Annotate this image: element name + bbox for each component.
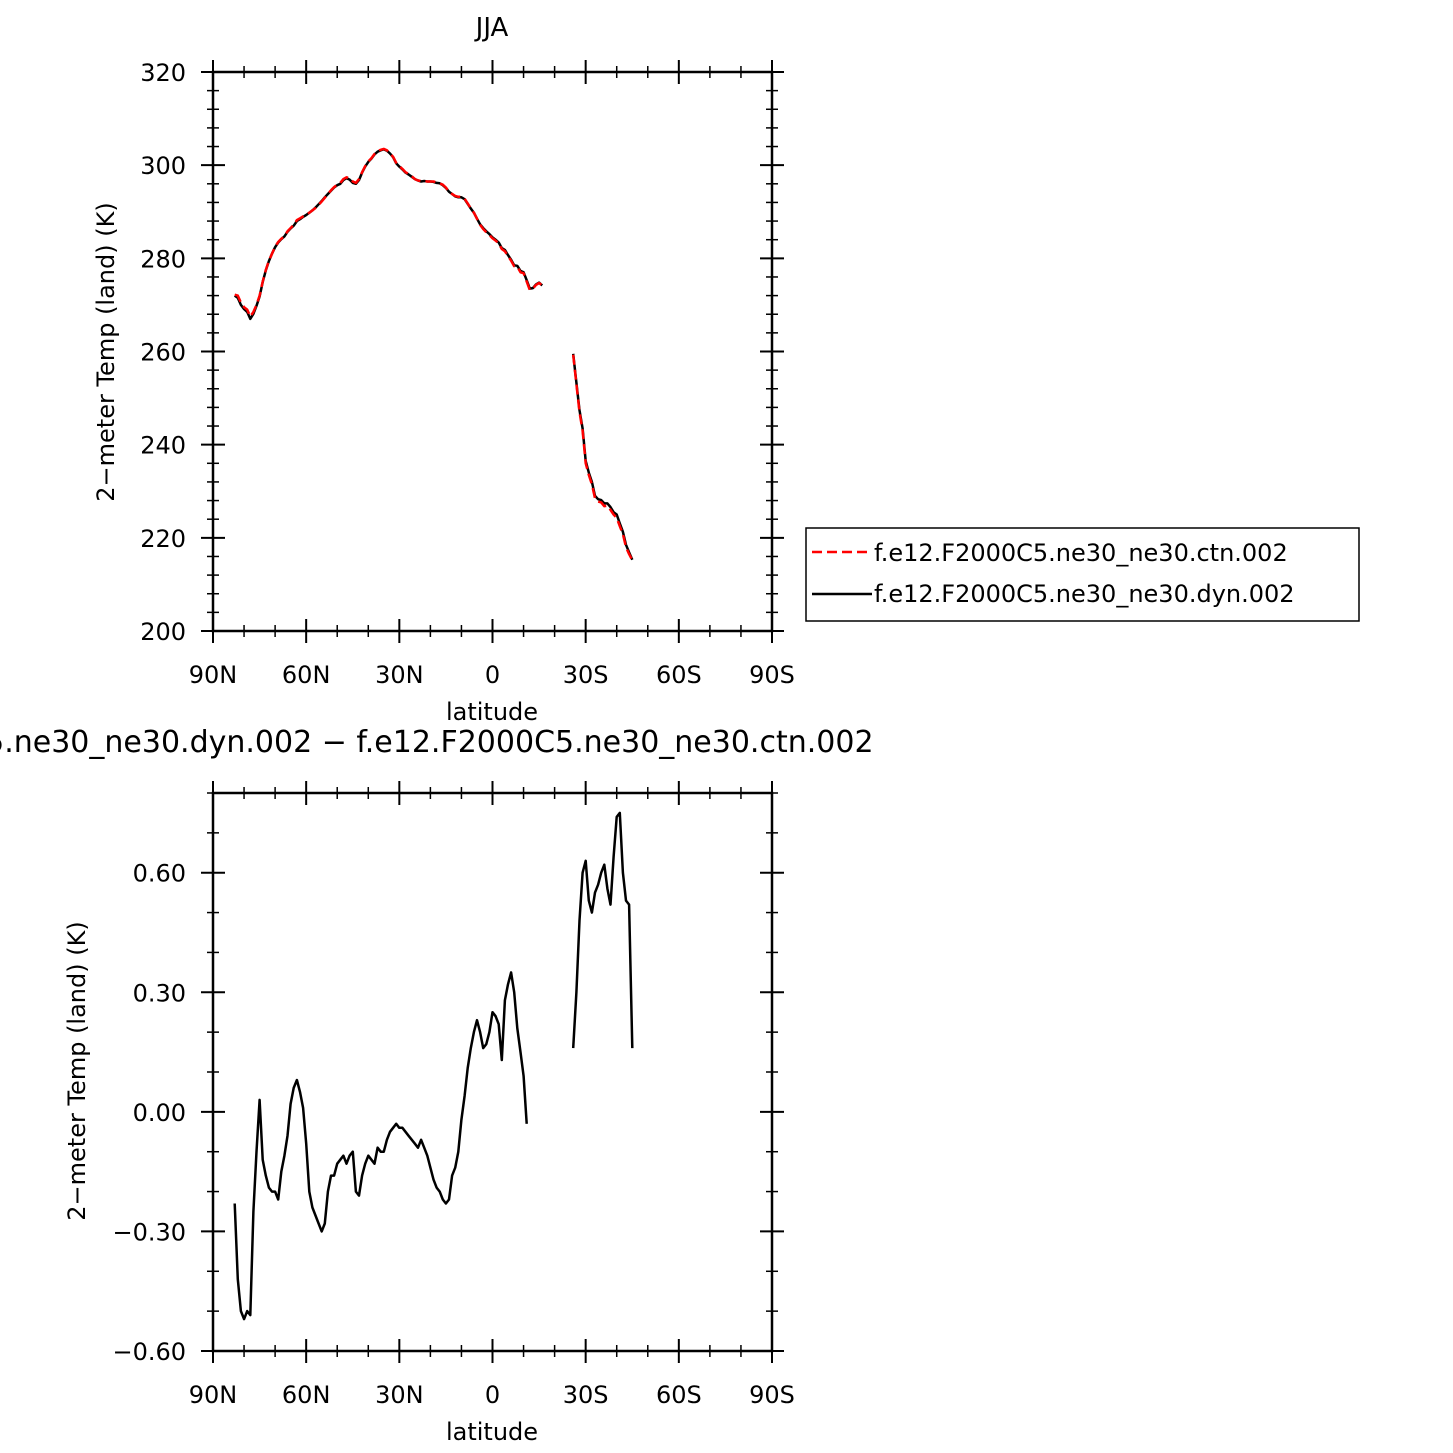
legend-label-ctn: f.e12.F2000C5.ne30_ne30.ctn.002	[874, 539, 1288, 567]
y-tick-label: −0.30	[112, 1218, 186, 1246]
series-1-segment-0	[233, 148, 544, 321]
x-tick-label: 90N	[189, 1381, 238, 1409]
x-tick-label: 90N	[189, 661, 238, 689]
x-tick-label: 0	[485, 661, 500, 689]
top-y-axis-label: 2−meter Temp (land) (K)	[92, 202, 120, 501]
y-tick-label: 240	[140, 432, 186, 460]
bottom-series-lines	[233, 811, 634, 1321]
difference-panel: f.e12.F2000C5.ne30_ne30.dyn.002 − f.e12.…	[0, 725, 874, 1446]
x-tick-label: 60S	[656, 661, 702, 689]
bottom-y-axis-label: 2−meter Temp (land) (K)	[63, 921, 91, 1220]
series-1-segment-1	[571, 353, 634, 561]
top-chart-title: JJA	[474, 13, 509, 43]
top-plot-frame	[211, 70, 774, 633]
bottom-plot-frame	[211, 791, 774, 1353]
y-tick-label: 0.60	[133, 860, 186, 888]
series-0-segment-1	[571, 811, 634, 1049]
legend: f.e12.F2000C5.ne30_ne30.ctn.002 f.e12.F2…	[805, 527, 1360, 622]
top-axis-ticks: 200 220 240 260 280 300 320 90N 60N 30N 0 30S 60S 90S	[140, 59, 795, 689]
y-tick-label: 260	[140, 339, 186, 367]
temperature-panel: JJA 200 220 240 260 280 300 320 90N 60N 30N 0 30S 60…	[92, 13, 1360, 726]
y-tick-label: 220	[140, 525, 186, 553]
y-tick-label: 200	[140, 618, 186, 646]
series-0-segment-0	[234, 147, 543, 318]
series-0-segment-1	[571, 354, 634, 561]
x-tick-label: 60N	[282, 1381, 331, 1409]
bottom-chart-title: f.e12.F2000C5.ne30_ne30.dyn.002 − f.e12.…	[0, 725, 874, 760]
x-tick-label: 30N	[375, 661, 424, 689]
x-tick-label: 30S	[563, 661, 609, 689]
x-tick-label: 30N	[375, 1381, 424, 1409]
y-tick-label: 320	[140, 59, 186, 87]
x-tick-label: 60N	[282, 661, 331, 689]
x-tick-label: 60S	[656, 1381, 702, 1409]
top-series-lines	[233, 147, 634, 561]
series-0-segment-0	[233, 971, 528, 1321]
legend-box	[805, 527, 1360, 622]
x-tick-label: 0	[485, 1381, 500, 1409]
y-tick-label: 300	[140, 152, 186, 180]
bottom-x-axis-label: latitude	[446, 1418, 538, 1446]
y-tick-label: 0.00	[133, 1099, 186, 1127]
y-tick-label: 0.30	[133, 979, 186, 1007]
legend-label-dyn: f.e12.F2000C5.ne30_ne30.dyn.002	[874, 580, 1295, 608]
x-tick-label: 90S	[749, 1381, 795, 1409]
y-tick-label: 280	[140, 245, 186, 273]
bottom-axis-ticks: −0.60 −0.30 0.00 0.30 0.60 90N 60N 30N 0 30S 60S 90…	[112, 781, 795, 1409]
y-tick-label: −0.60	[112, 1338, 186, 1366]
x-tick-label: 30S	[563, 1381, 609, 1409]
x-tick-label: 90S	[749, 661, 795, 689]
top-x-axis-label: latitude	[446, 698, 538, 726]
